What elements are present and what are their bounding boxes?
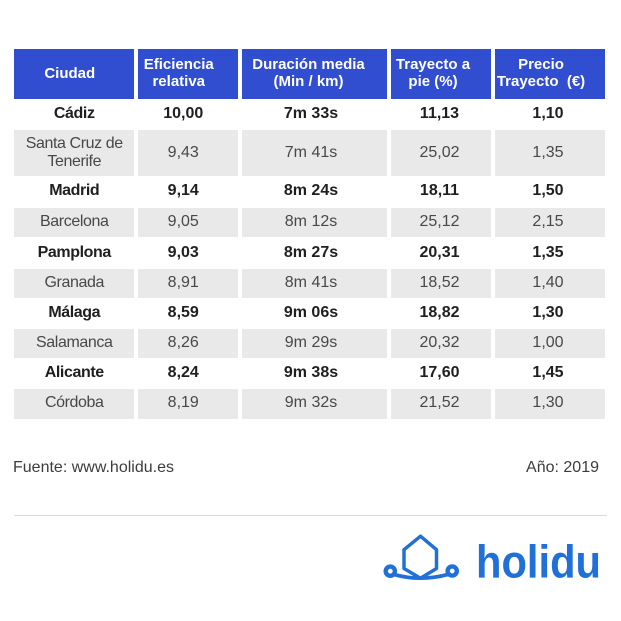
svg-text:holidu: holidu	[476, 536, 601, 588]
